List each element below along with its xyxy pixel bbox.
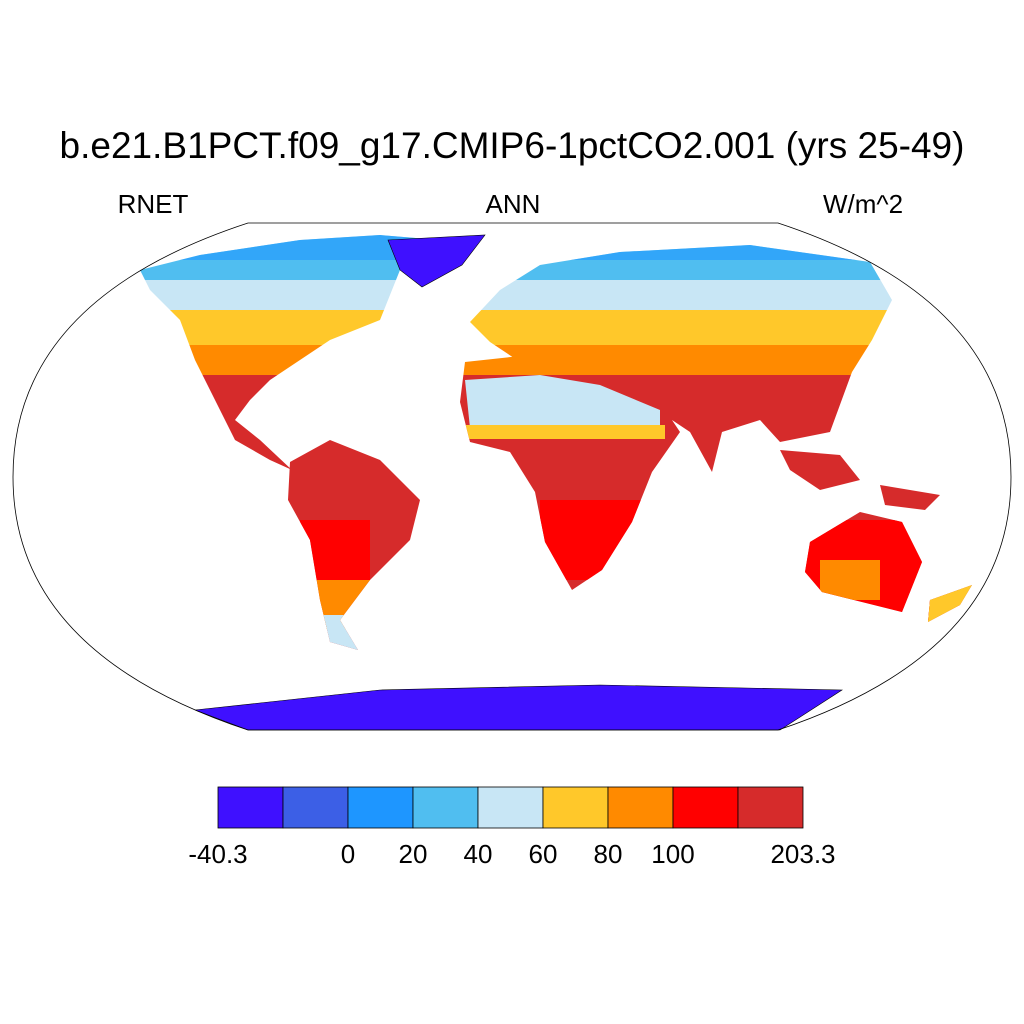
colorbar-box (672, 786, 739, 829)
colorbar-box (347, 786, 414, 829)
colorbar-label: 203.3 (770, 839, 835, 869)
colorbar-label: 40 (464, 839, 493, 869)
colorbar-label: 100 (651, 839, 694, 869)
greenland (387, 234, 486, 288)
map-outline (12, 222, 1012, 731)
center-string: ANN (486, 189, 541, 219)
colorbar-label: -40.3 (188, 839, 247, 869)
right-string: W/m^2 (823, 189, 903, 219)
colorbar-label: 0 (341, 839, 355, 869)
colorbar: -40.3 0 20 40 60 80 100 203.3 (188, 786, 836, 869)
colorbar-box (607, 786, 674, 829)
left-string: RNET (118, 189, 189, 219)
colorbar-label: 80 (594, 839, 623, 869)
colorbar-box (477, 786, 544, 829)
title: b.e21.B1PCT.f09_g17.CMIP6-1pctCO2.001 (y… (60, 125, 965, 166)
colorbar-box (282, 786, 349, 829)
colorbar-box (737, 786, 804, 829)
colorbar-box (412, 786, 479, 829)
colorbar-box (217, 786, 284, 829)
colorbar-box (542, 786, 609, 829)
colorbar-label: 20 (399, 839, 428, 869)
colorbar-label: 60 (529, 839, 558, 869)
